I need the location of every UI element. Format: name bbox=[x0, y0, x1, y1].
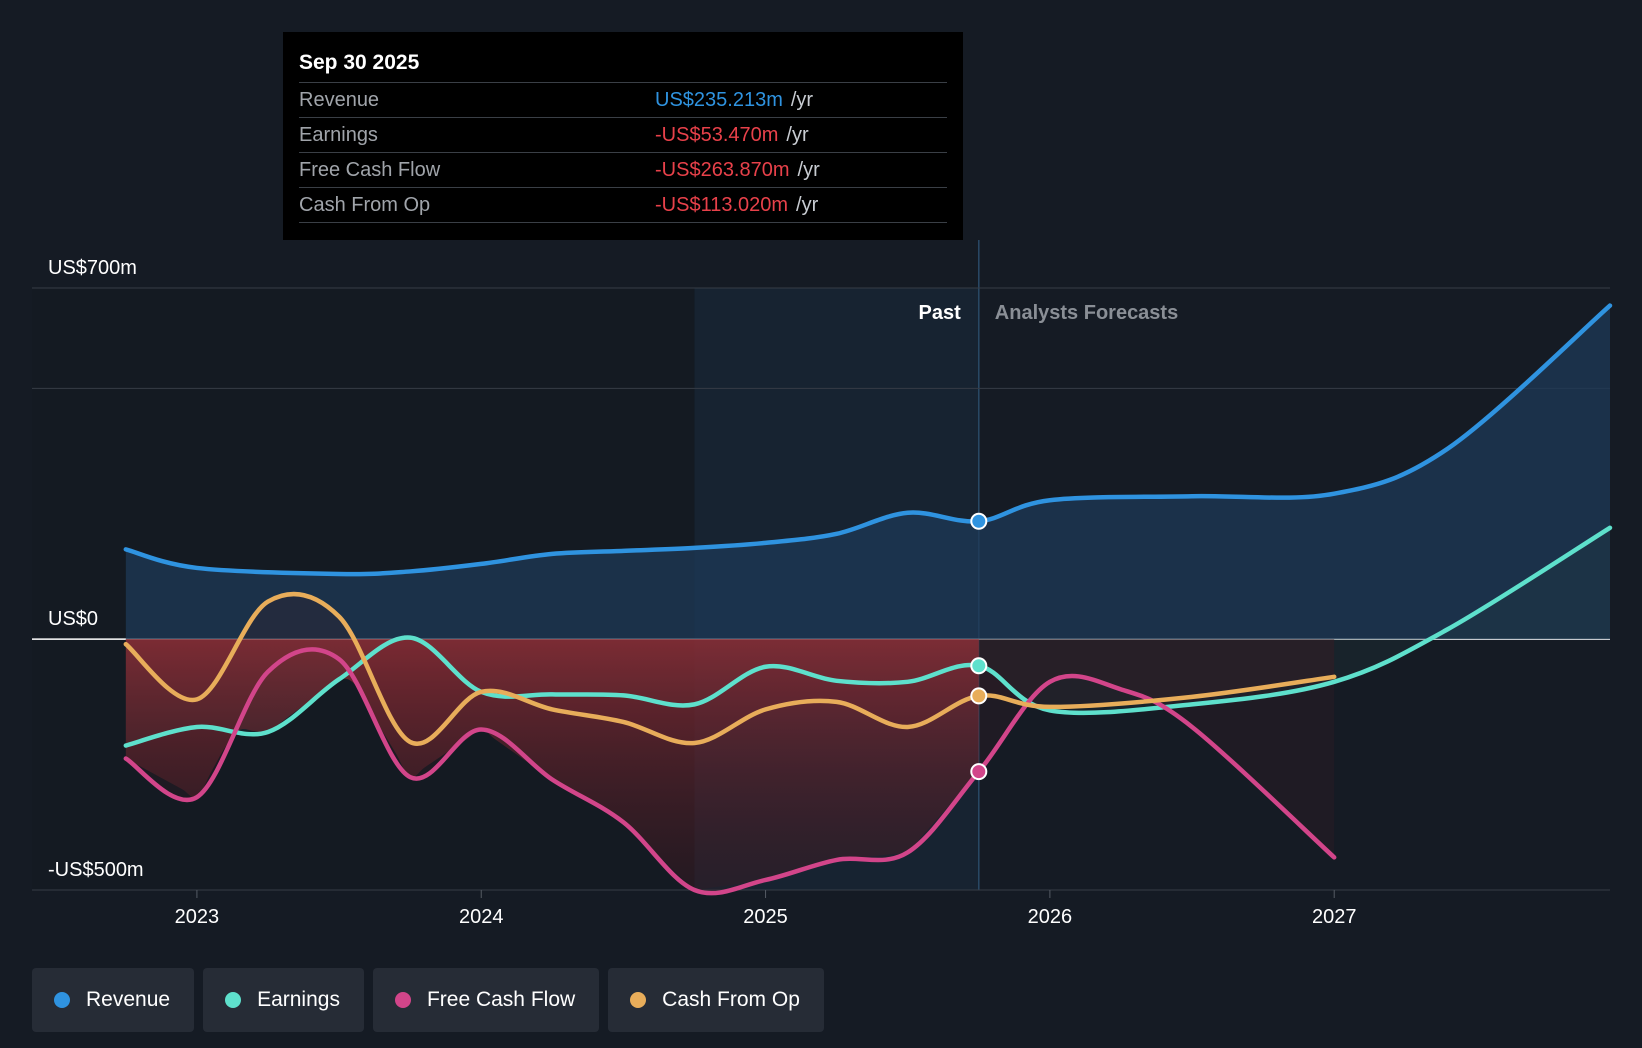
tooltip-row-cash-from-op: Cash From Op -US$113.020m /yr bbox=[299, 187, 947, 223]
chart-legend: Revenue Earnings Free Cash Flow Cash Fro… bbox=[32, 968, 824, 1032]
tooltip-label: Earnings bbox=[299, 124, 378, 146]
tooltip-date: Sep 30 2025 bbox=[299, 51, 420, 74]
forecast-label: Analysts Forecasts bbox=[995, 302, 1178, 324]
series-line-cash-from-op bbox=[123, 591, 1337, 747]
series-line-free-cash-flow bbox=[123, 647, 1337, 896]
marker-earnings bbox=[970, 657, 988, 675]
tooltip-unit: /yr bbox=[796, 194, 819, 216]
marker-cash-from-op bbox=[970, 687, 988, 705]
legend-label: Cash From Op bbox=[662, 988, 800, 1011]
marker-revenue bbox=[970, 512, 988, 530]
tooltip-value: US$235.213m bbox=[655, 89, 783, 111]
legend-item-revenue[interactable]: Revenue bbox=[32, 968, 195, 1032]
past-negative-fill bbox=[125, 639, 979, 891]
legend-label: Free Cash Flow bbox=[426, 988, 576, 1011]
legend-dot-icon bbox=[394, 992, 411, 1008]
tooltip-label: Cash From Op bbox=[299, 194, 431, 216]
y-axis-label: US$700m bbox=[48, 257, 137, 279]
legend-label: Revenue bbox=[86, 988, 171, 1011]
legend-label: Earnings bbox=[257, 988, 340, 1011]
y-axis-label: US$0 bbox=[48, 608, 98, 630]
tooltip-value: -US$113.020m bbox=[655, 194, 789, 216]
x-axis-label: 2023 bbox=[175, 906, 220, 928]
legend-item-cash-from-op[interactable]: Cash From Op bbox=[608, 968, 824, 1032]
tooltip-label: Revenue bbox=[299, 89, 380, 111]
x-axis-label: 2025 bbox=[743, 906, 788, 928]
series-line-earnings bbox=[123, 525, 1613, 748]
x-axis-label: 2027 bbox=[1312, 906, 1357, 928]
legend-item-earnings[interactable]: Earnings bbox=[203, 968, 364, 1032]
series-line-revenue bbox=[123, 303, 1613, 577]
tooltip-row-free-cash-flow: Free Cash Flow -US$263.870m /yr bbox=[299, 152, 947, 187]
tooltip-row-earnings: Earnings -US$53.470m /yr bbox=[299, 117, 947, 152]
legend-dot-icon bbox=[225, 992, 242, 1008]
marker-free-cash-flow bbox=[970, 763, 988, 781]
legend-item-free-cash-flow[interactable]: Free Cash Flow bbox=[372, 968, 600, 1032]
hover-tooltip: Sep 30 2025 Revenue US$235.213m /yr Earn… bbox=[283, 32, 963, 240]
tooltip-label: Free Cash Flow bbox=[299, 159, 441, 181]
x-axis-label: 2024 bbox=[459, 906, 504, 928]
tooltip-value: -US$263.870m bbox=[655, 159, 790, 181]
tooltip-unit: /yr bbox=[790, 89, 814, 111]
past-label: Past bbox=[919, 302, 962, 324]
legend-dot-icon bbox=[630, 992, 647, 1008]
legend-dot-icon bbox=[54, 992, 70, 1008]
y-axis-label: -US$500m bbox=[48, 859, 144, 881]
area-fill-revenue bbox=[125, 305, 1610, 640]
tooltip-row-revenue: Revenue US$235.213m /yr bbox=[299, 82, 947, 117]
tooltip-value: -US$53.470m bbox=[655, 124, 779, 146]
tooltip-unit: /yr bbox=[797, 159, 820, 181]
x-axis-label: 2026 bbox=[1028, 906, 1073, 928]
tooltip-unit: /yr bbox=[786, 124, 809, 146]
